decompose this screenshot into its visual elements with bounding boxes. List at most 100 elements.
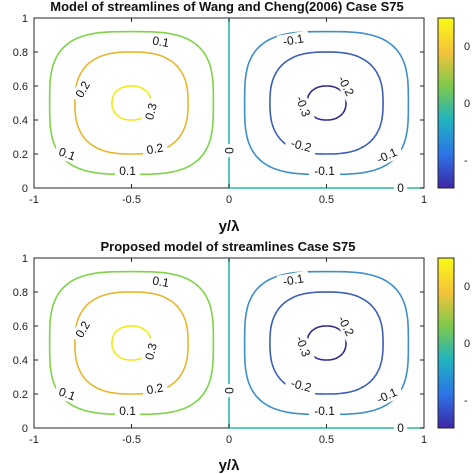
y-tick-label: 0.8 (13, 287, 28, 299)
contour-line-neg0p1 (243, 30, 410, 176)
contour-label-halo (309, 164, 341, 178)
contour-line-neg0p2 (269, 291, 384, 395)
contour-label: 0.1 (57, 145, 78, 164)
colorbar-tick-label: 0 (464, 338, 470, 350)
contour-label: -0.3 (293, 94, 313, 119)
contour-label: 0 (222, 147, 236, 154)
contour-label: 0.2 (145, 381, 164, 398)
x-tick-label: -1 (29, 194, 39, 206)
contour-label: 0 (397, 421, 404, 435)
y-tick-label: 0.2 (13, 389, 28, 401)
x-tick-label: 1 (421, 194, 427, 206)
plot-bottom-xlabel: y/λ (219, 457, 241, 474)
contour-label-halo (291, 329, 315, 364)
contour-label: -0.2 (289, 376, 313, 395)
y-tick-label: 0.4 (13, 115, 28, 127)
x-tick-label: 0 (226, 434, 232, 446)
contour-label: 0.1 (119, 164, 136, 178)
y-tick-label: 1 (22, 253, 28, 265)
plot-bottom-ticks: -1 -0.5 0 0.5 1 0 0.2 0.4 0.6 0.8 1 (13, 253, 427, 446)
contour-label: 0 (397, 181, 404, 195)
contour-label-halo (222, 384, 236, 398)
x-tick-label: 0 (226, 194, 232, 206)
contour-label-halo (53, 383, 82, 405)
contour-label-halo (147, 272, 175, 291)
y-tick-label: 0.2 (13, 149, 28, 161)
contour-label: -0.1 (282, 271, 305, 288)
contour-line-0p1 (48, 270, 215, 416)
contour-label-halo (276, 30, 310, 50)
colorbars: 0 0 - 0 0 - (437, 17, 470, 429)
x-tick-label: -1 (29, 434, 39, 446)
contour-label: -0.1 (314, 404, 335, 418)
contour-line-0p3 (111, 85, 152, 121)
contour-label-halo (394, 421, 408, 435)
y-tick-label: 0.6 (13, 81, 28, 93)
contour-label-halo (276, 270, 310, 290)
contour-label: 0 (222, 387, 236, 394)
contour-label-halo (141, 379, 169, 398)
contour-line-neg0p1 (243, 270, 410, 416)
y-tick-label: 0 (22, 183, 28, 195)
contour-label-halo (284, 134, 318, 157)
contour-label-halo (369, 382, 404, 409)
contour-label: 0.1 (57, 385, 78, 404)
contour-label: 0.3 (142, 341, 160, 361)
y-tick-label: 0 (22, 423, 28, 435)
contour-line-0p3 (111, 325, 152, 361)
x-tick-label: 0.5 (319, 434, 334, 446)
x-tick-label: -0.5 (122, 194, 141, 206)
contour-label-halo (70, 315, 96, 344)
contour-label-halo (141, 97, 161, 126)
plot-top-ticks: -1 -0.5 0 0.5 1 0 0.2 0.4 0.6 0.8 1 (13, 13, 427, 206)
colorbar (437, 257, 455, 429)
contour-label-halo (332, 309, 360, 343)
contour-line-neg0p2 (269, 51, 384, 155)
contour-label: 0.3 (142, 101, 160, 121)
contour-label: 0.2 (145, 141, 164, 158)
colorbar-tick-label: - (464, 395, 468, 407)
contour-label-halo (115, 164, 141, 178)
contour-line-0p1 (48, 30, 215, 176)
contour-label-halo (284, 374, 318, 397)
y-tick-label: 0.4 (13, 355, 28, 367)
x-tick-label: -0.5 (122, 434, 141, 446)
plot-top-title: Model of streamlines of Wang and Cheng(2… (50, 0, 404, 14)
contour-label-halo (369, 142, 404, 169)
contour-label: -0.1 (314, 164, 335, 178)
contour-label-halo (53, 143, 82, 165)
contour-label-halo (309, 404, 341, 418)
contour-label-halo (222, 144, 236, 158)
contour-label-halo (115, 404, 141, 418)
y-tick-label: 0.6 (13, 321, 28, 333)
contour-label: -0.2 (289, 136, 313, 155)
y-tick-label: 1 (22, 13, 28, 25)
contour-label-halo (291, 89, 315, 124)
colorbar-tick-label: 0 (464, 98, 470, 110)
contour-label-halo (147, 32, 175, 51)
contour-label-halo (70, 75, 96, 104)
contour-label-halo (141, 139, 169, 158)
plot-top-contours: 0.10.10.10.20.20.3-0.1-0.1-0.1-0.2-0.2-0… (48, 18, 424, 195)
contour-label-halo (332, 69, 360, 103)
plot-top-xlabel: y/λ (219, 218, 241, 235)
contour-label: -0.3 (293, 334, 313, 359)
x-tick-label: 1 (421, 434, 427, 446)
plot-top: Model of streamlines of Wang and Cheng(2… (13, 0, 427, 235)
colorbar-tick-label: 0 (464, 281, 470, 293)
contour-label: 0.1 (151, 33, 170, 50)
contour-label: 0.1 (151, 273, 170, 290)
contour-label-halo (141, 337, 161, 366)
contour-label: 0.1 (119, 404, 136, 418)
colorbar-tick-label: - (464, 155, 468, 167)
x-tick-label: 0.5 (319, 194, 334, 206)
colorbar (437, 17, 455, 189)
contour-label-halo (394, 181, 408, 195)
colorbar-tick-label: 0 (464, 41, 470, 53)
plot-bottom-contours: 0.10.10.10.20.20.3-0.1-0.1-0.1-0.2-0.2-0… (48, 258, 424, 435)
plot-bottom: Proposed model of streamlines Case S75 0… (13, 239, 427, 474)
plot-bottom-title: Proposed model of streamlines Case S75 (100, 239, 355, 254)
y-tick-label: 0.8 (13, 47, 28, 59)
contour-label: -0.1 (282, 31, 305, 48)
